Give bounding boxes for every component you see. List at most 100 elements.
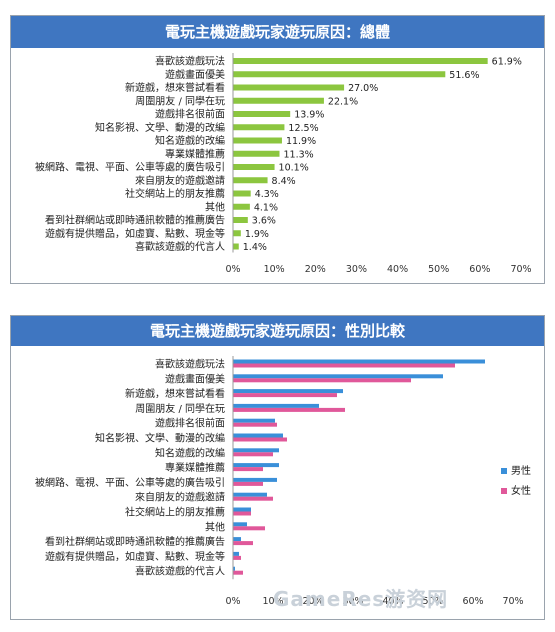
category-label: 看到社群網站或即時通訊軟體的推薦廣告 <box>45 535 225 548</box>
value-label: 4.1% <box>254 202 278 213</box>
category-label: 社交網站上的朋友推薦 <box>125 506 225 519</box>
bar-male <box>233 374 443 379</box>
value-label: 12.5% <box>288 123 318 134</box>
bar <box>233 150 280 157</box>
x-tick-label: 0% <box>225 264 240 275</box>
category-label: 社交網站上的朋友推薦 <box>125 187 225 200</box>
bar-male <box>233 492 267 497</box>
bar-female <box>233 541 253 546</box>
value-label: 1.9% <box>245 229 269 240</box>
value-label: 13.9% <box>294 110 324 121</box>
bar <box>233 137 282 144</box>
x-tick-label: 40% <box>387 264 408 275</box>
x-tick-label: 10% <box>262 596 283 607</box>
category-label: 被網路、電視、平面、公車等處的廣告吸引 <box>35 161 225 174</box>
legend-item-male: 男性 <box>501 462 531 477</box>
bar-male <box>233 418 275 423</box>
category-label: 來自朋友的遊戲邀請 <box>135 174 225 187</box>
legend-swatch <box>501 468 507 474</box>
x-tick-label: 10% <box>264 264 285 275</box>
category-label: 知名影視、文學、動漫的改編 <box>95 432 225 445</box>
category-label: 新遊戲，想來嘗試看看 <box>125 81 225 94</box>
value-label: 3.6% <box>252 216 276 227</box>
category-label: 周圍朋友 / 同學在玩 <box>135 94 225 107</box>
bar <box>233 111 291 117</box>
value-label: 27.0% <box>348 83 378 94</box>
bar <box>233 190 251 197</box>
category-label: 專業媒體推薦 <box>165 461 225 474</box>
category-label: 喜歡該遊戲玩法 <box>155 358 225 371</box>
category-label: 喜歡該遊戲的代言人 <box>135 565 225 578</box>
value-label: 22.1% <box>328 96 358 107</box>
category-label: 知名遊戲的改編 <box>155 446 225 459</box>
value-label: 51.6% <box>449 70 479 81</box>
bar-male <box>233 537 241 542</box>
value-label: 1.4% <box>243 242 267 253</box>
bar-female <box>233 437 287 442</box>
category-label: 遊戲畫面優美 <box>165 68 225 81</box>
bar-male <box>233 403 319 408</box>
x-tick-label: 70% <box>502 596 523 607</box>
chart-panel-overall: 電玩主機遊戲玩家遊玩原因：總體 喜歡該遊戲玩法 61.9% 遊戲畫面優美 51.6% 新… <box>10 15 545 284</box>
value-label: 10.1% <box>279 163 309 174</box>
bar <box>233 84 345 91</box>
x-tick-label: 20% <box>302 596 323 607</box>
bar-female <box>233 511 251 516</box>
bar-female <box>233 422 277 427</box>
bar-female <box>233 393 337 398</box>
bar-female <box>233 555 241 560</box>
bar-male <box>233 566 235 571</box>
category-label: 遊戲排名很前面 <box>155 108 225 121</box>
category-label: 遊戲排名很前面 <box>155 417 225 430</box>
bar <box>233 97 324 104</box>
x-tick-label: 60% <box>462 596 483 607</box>
bar-male <box>233 359 485 364</box>
legend-item-female: 女性 <box>501 482 531 497</box>
legend-label: 女性 <box>511 486 531 497</box>
legend-swatch <box>501 488 507 494</box>
chart-panel-gender: 電玩主機遊戲玩家遊玩原因：性別比較 喜歡該遊戲玩法 遊戲畫面優美 新遊戲，想來嘗試看… <box>10 315 545 620</box>
category-label: 喜歡該遊戲的代言人 <box>135 240 225 253</box>
bar-male <box>233 389 343 394</box>
bar-female <box>233 363 455 368</box>
chart-title: 電玩主機遊戲玩家遊玩原因：總體 <box>11 16 544 48</box>
category-label: 喜歡該遊戲玩法 <box>155 55 225 68</box>
category-label: 遊戲有提供贈品，如虛寶、點數、現金等 <box>45 550 225 563</box>
x-tick-label: 40% <box>382 596 403 607</box>
category-label: 其他 <box>205 520 225 533</box>
bar-female <box>233 452 273 457</box>
category-label: 知名遊戲的改編 <box>155 134 225 147</box>
value-label: 11.9% <box>286 136 316 147</box>
overall-bar-chart: 喜歡該遊戲玩法 61.9% 遊戲畫面優美 51.6% 新遊戲，想來嘗試看看 27.0% 周圍… <box>35 53 532 275</box>
bar-male <box>233 551 239 556</box>
x-tick-label: 50% <box>428 264 449 275</box>
x-tick-label: 70% <box>510 264 531 275</box>
category-label: 知名影視、文學、動漫的改編 <box>95 121 225 134</box>
bar-male <box>233 522 247 527</box>
bar-male <box>233 448 279 453</box>
legend-label: 男性 <box>511 466 531 477</box>
bar-female <box>233 407 345 412</box>
bar-female <box>233 481 263 486</box>
chart-title: 電玩主機遊戲玩家遊玩原因：性別比較 <box>11 316 544 346</box>
x-tick-label: 30% <box>342 596 363 607</box>
x-tick-label: 50% <box>422 596 443 607</box>
bar <box>233 164 275 170</box>
bar-female <box>233 526 265 531</box>
x-tick-label: 0% <box>225 596 240 607</box>
bar-male <box>233 433 283 438</box>
category-label: 新遊戲，想來嘗試看看 <box>125 387 225 400</box>
category-label: 專業媒體推薦 <box>165 147 225 160</box>
bar <box>233 217 248 223</box>
bar-female <box>233 570 243 575</box>
value-label: 4.3% <box>255 189 279 200</box>
bar <box>233 58 488 64</box>
category-label: 其他 <box>205 200 225 213</box>
bar <box>233 203 250 210</box>
category-label: 遊戲有提供贈品，如虛寶、點數、現金等 <box>45 227 225 240</box>
bar <box>233 177 268 184</box>
bar <box>233 243 239 250</box>
value-label: 61.9% <box>492 57 522 68</box>
x-tick-label: 30% <box>346 264 367 275</box>
